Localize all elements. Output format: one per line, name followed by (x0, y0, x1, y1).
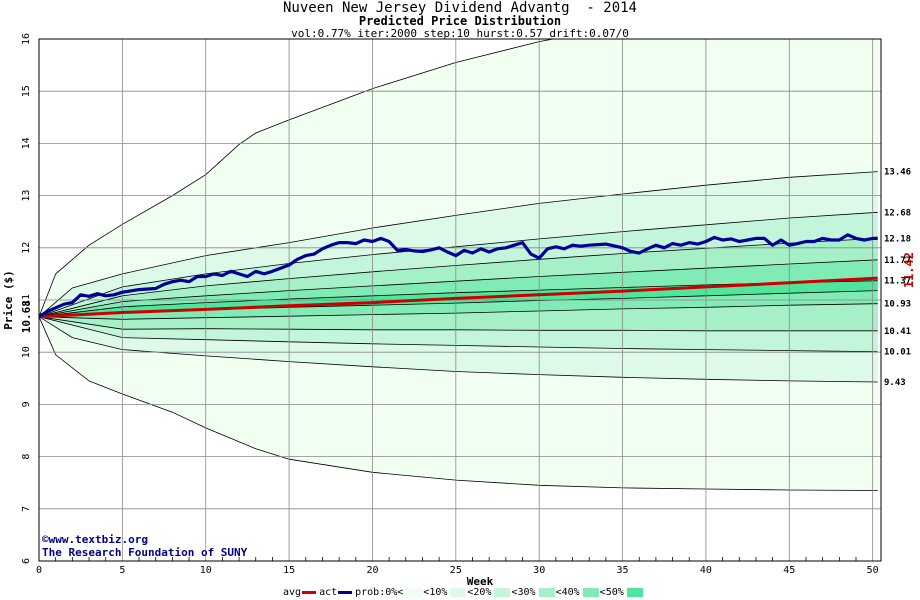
x-tick-label-9: 45 (783, 565, 795, 576)
band-end-label-6: 10.41 (884, 327, 911, 337)
band-end-label-3: 11.77 (884, 256, 911, 266)
band-lower-line-1 (39, 316, 878, 383)
chart-title: Nuveen New Jersey Dividend Advantg - 201… (282, 0, 637, 16)
legend-band-swatch-4 (582, 588, 599, 597)
legend-band-swatch-3 (538, 588, 555, 597)
y-tick-label-8: 14 (21, 137, 32, 149)
legend-band-items: <10% <20% <30% <40% <50% (403, 587, 643, 598)
legend-act-label: act (319, 587, 338, 598)
legend-band-swatch-0 (406, 588, 423, 597)
x-tick-label-2: 10 (200, 565, 212, 576)
band-end-label-7: 10.01 (884, 348, 911, 358)
credit-url[interactable]: ©www.textbiz.org (42, 533, 148, 546)
x-tick-label-6: 30 (533, 565, 545, 576)
x-tick-label-1: 5 (119, 565, 125, 576)
chart-params: vol:0.77% iter:2000 step:10 hurst:0.57 d… (291, 27, 629, 40)
legend-band-label-3: <40% (555, 587, 580, 598)
x-tick-label-8: 40 (700, 565, 712, 576)
legend-act-swatch (338, 591, 353, 594)
x-tick-label-10: 50 (867, 565, 879, 576)
band-upper-line-1 (39, 171, 878, 318)
band-end-label-4: 11.37 (884, 277, 911, 287)
credit-org: The Research Foundation of SUNY (42, 546, 248, 559)
y-tick-label-4: 10 (21, 346, 32, 358)
legend-band-label-0: <10% (423, 587, 448, 598)
band-end-label-1: 12.68 (884, 208, 911, 218)
series-prob0-line (39, 233, 878, 319)
end-price-label: 11.42 (902, 252, 916, 288)
y-tick-label-10: 16 (21, 33, 32, 45)
band-end-label-0: 13.46 (884, 168, 911, 178)
y-tick-label-1: 7 (21, 506, 32, 512)
legend-band-label-1: <20% (467, 587, 492, 598)
plot-frame (38, 38, 882, 562)
band-end-label-2: 12.18 (884, 234, 911, 244)
legend-avg-swatch (302, 591, 317, 594)
legend-band-swatch-2 (494, 588, 511, 597)
band-end-label-5: 10.93 (884, 300, 911, 310)
start-price-label: 10.68 (20, 300, 33, 333)
x-tick-label-7: 35 (617, 565, 629, 576)
y-tick-label-2: 8 (21, 454, 32, 460)
legend-avg-label: avg (283, 587, 302, 598)
y-tick-label-9: 15 (21, 85, 32, 97)
legend-band-swatch-1 (450, 588, 467, 597)
band-upper-line-0 (39, 39, 556, 317)
x-tick-label-0: 0 (36, 565, 42, 576)
legend-band-label-2: <30% (511, 587, 536, 598)
y-tick-label-5: 11 (21, 294, 32, 306)
y-axis-label: Price ($) (2, 270, 15, 330)
legend-prob-label: prob:0%< (355, 587, 404, 598)
y-tick-label-7: 13 (21, 190, 32, 202)
y-tick-label-3: 9 (21, 401, 32, 407)
legend-band-swatch-5 (626, 588, 643, 597)
x-tick-label-5: 25 (450, 565, 462, 576)
y-tick-label-6: 12 (21, 242, 32, 254)
legend: avg act prob:0%< <10% <20% <30% <40% <50% (282, 587, 643, 598)
legend-band-label-4: <50% (599, 587, 624, 598)
x-tick-label-3: 15 (283, 565, 295, 576)
chart-subtitle: Predicted Price Distribution (358, 14, 562, 28)
series-avg-line (39, 276, 878, 319)
x-tick-label-4: 20 (366, 565, 378, 576)
x-axis-label: Week (467, 575, 494, 588)
y-tick-label-0: 6 (21, 558, 32, 564)
band-end-label-8: 9.43 (884, 378, 906, 388)
